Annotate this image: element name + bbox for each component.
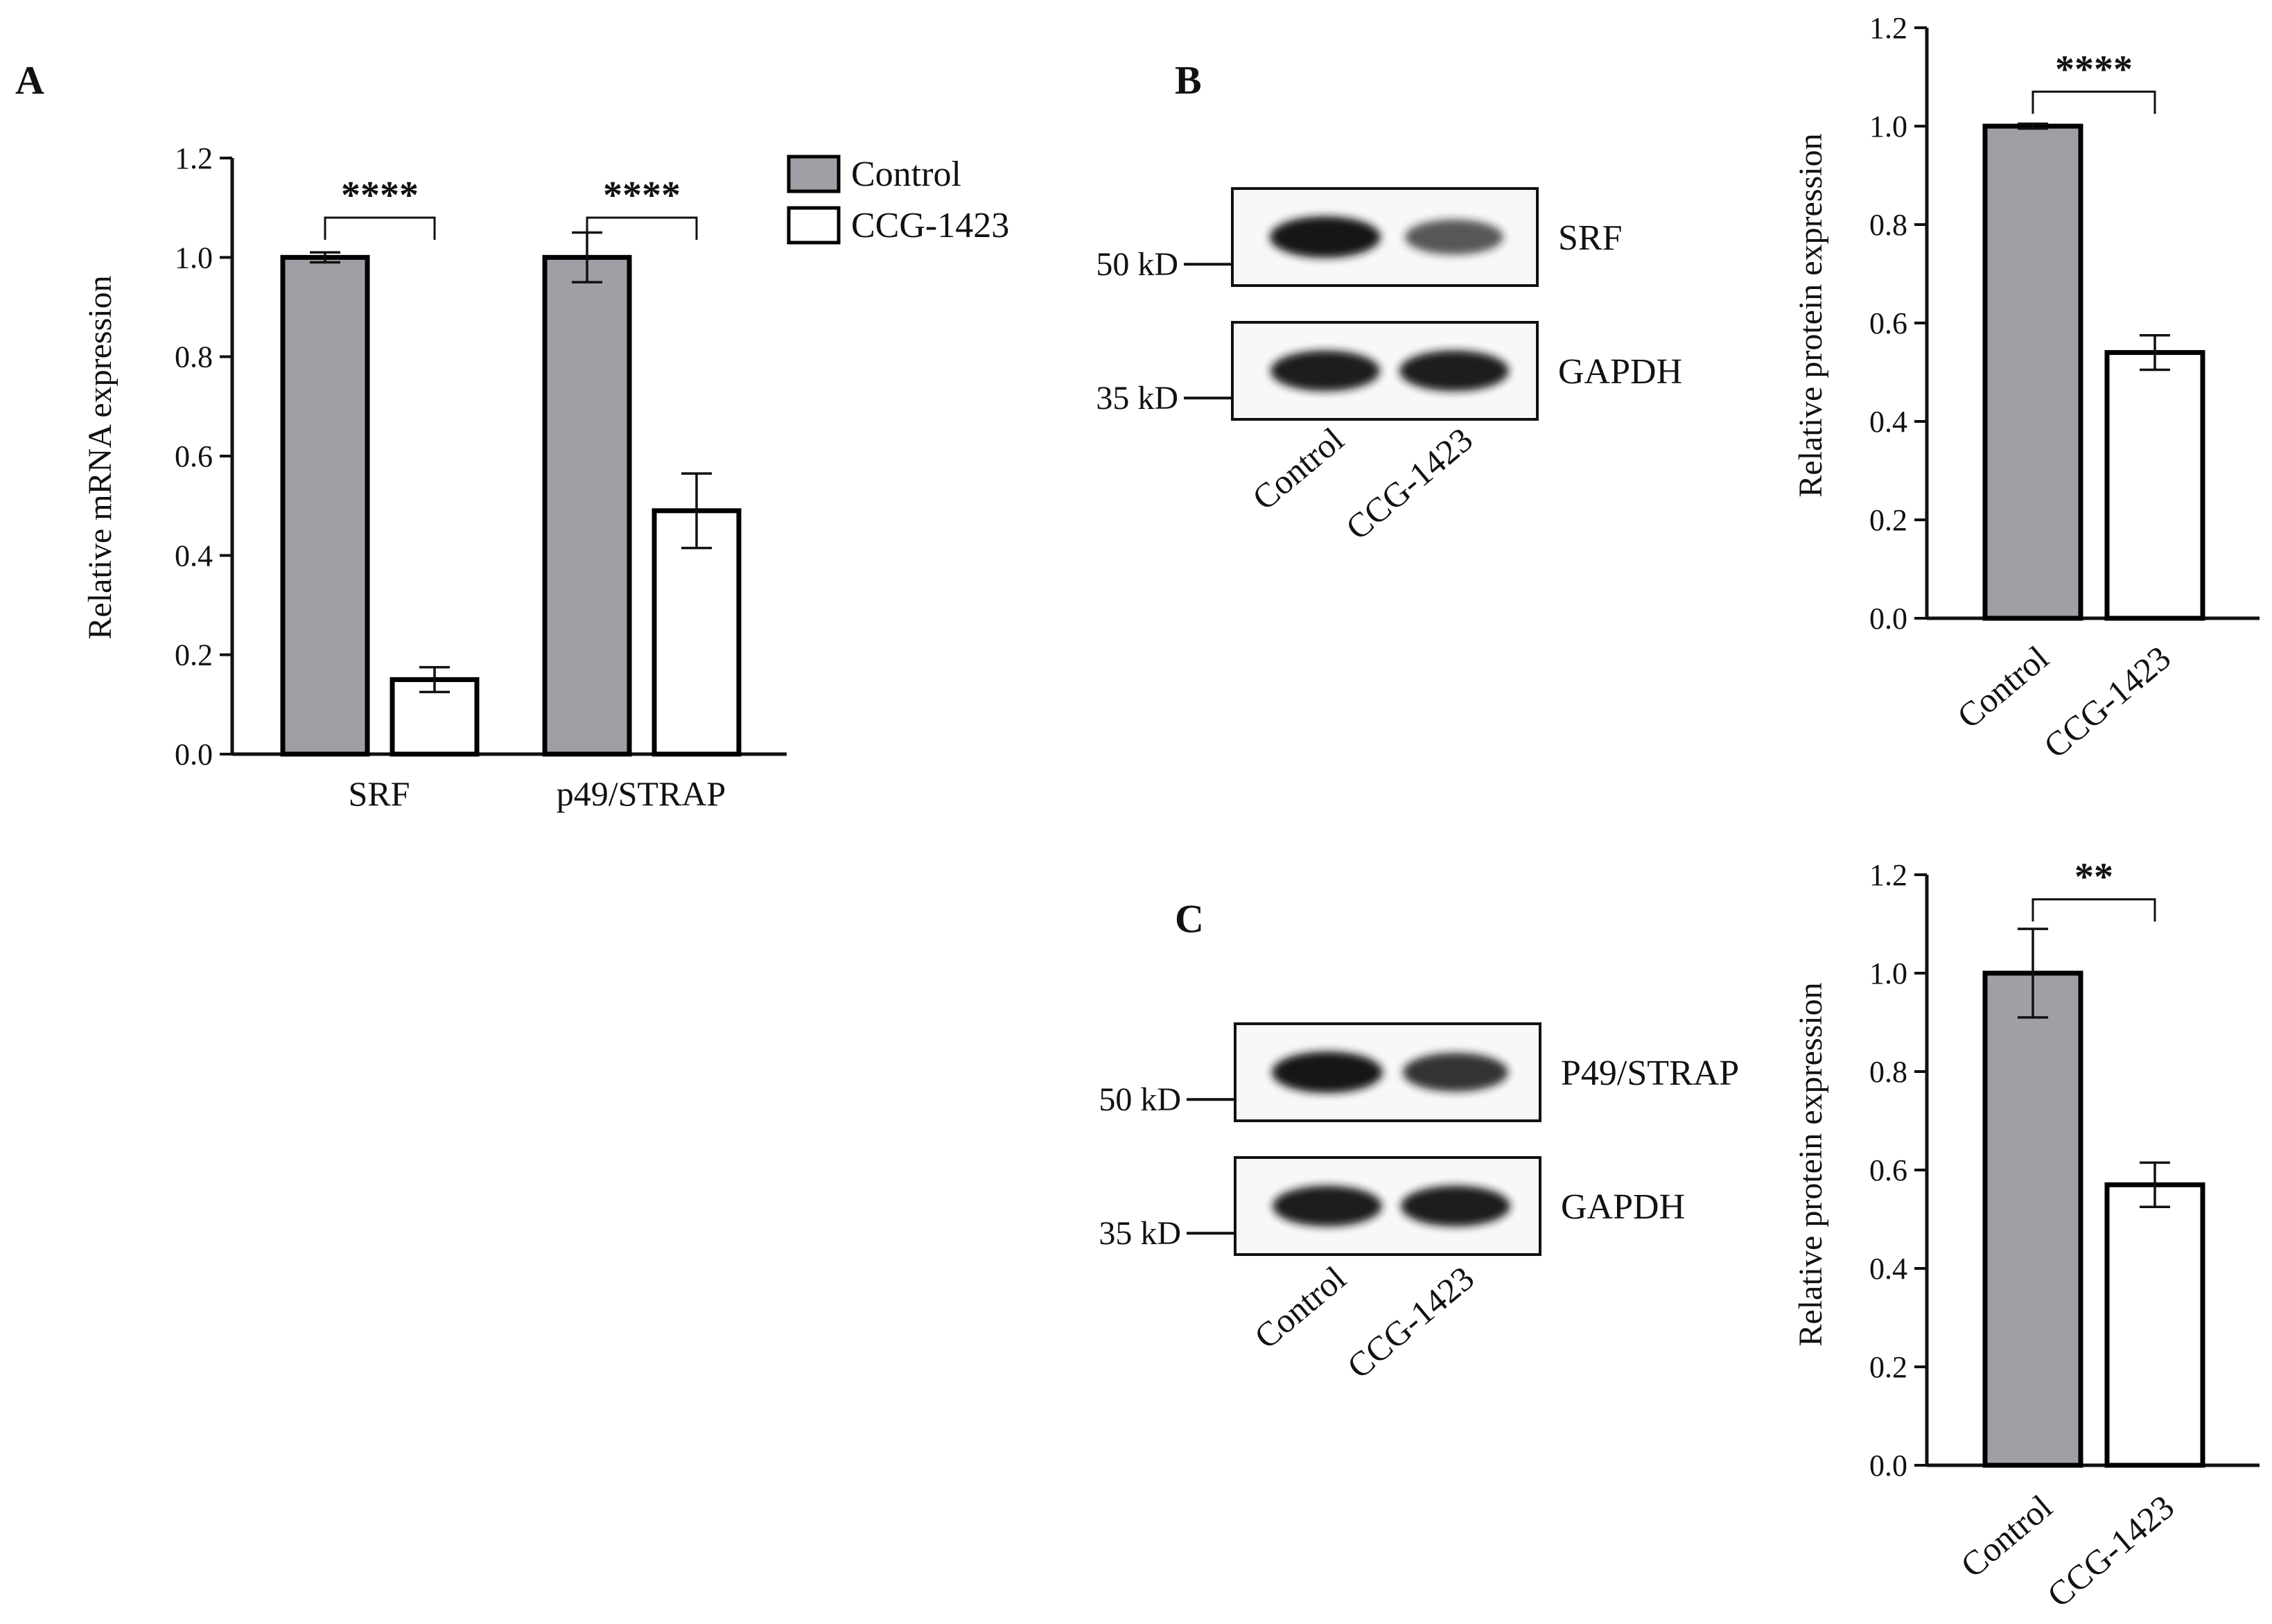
blot-protein-label: GAPDH <box>1558 352 1682 392</box>
y-tick-label: 1.0 <box>175 241 213 274</box>
legend-swatch-control <box>787 155 841 193</box>
bar-ccg-1423 <box>2104 1182 2205 1468</box>
blot-marker-label: 50 kD <box>1099 1081 1181 1118</box>
blot-band <box>1270 216 1381 258</box>
blot-marker-label: 35 kD <box>1096 380 1178 417</box>
blot-band <box>1272 1051 1383 1093</box>
legend-label-ccg-1423: CCG-1423 <box>851 206 1009 245</box>
significance-label: **** <box>341 174 419 217</box>
legend: Control CCG-1423 <box>787 155 1009 245</box>
blot-lane-label: CCG-1423 <box>1338 420 1480 548</box>
chart-b-y-axis-title: Relative protein expression <box>1792 133 1829 497</box>
blot-lane-label: Control <box>1245 420 1351 518</box>
significance-bracket <box>2031 898 2156 922</box>
blot-band <box>1273 1185 1382 1227</box>
panel-label-a: A <box>15 58 44 103</box>
significance-label: **** <box>603 174 681 217</box>
bar-control <box>1982 123 2083 621</box>
y-tick-label: 0.0 <box>1869 602 1907 636</box>
y-tick-label: 1.0 <box>1869 110 1907 143</box>
y-tick-label: 0.4 <box>1869 1252 1907 1286</box>
y-tick-label: 1.2 <box>1869 858 1907 892</box>
panel-label-b: B <box>1175 58 1202 103</box>
y-tick-label: 0.2 <box>175 638 213 672</box>
bar-control-srf <box>280 254 370 757</box>
blot-protein-label: SRF <box>1558 218 1623 258</box>
blot-marker-label: 50 kD <box>1096 246 1178 283</box>
chart-c-protein-expression: Relative protein expression 0.0 0.2 0.4 0.6… <box>1792 856 2260 1615</box>
significance-label: **** <box>2055 48 2133 91</box>
x-category-label: CCG-1423 <box>2040 1487 2181 1615</box>
x-category-label: Control <box>1953 1487 2059 1585</box>
blot-marker-label: 35 kD <box>1099 1215 1181 1252</box>
significance-bracket <box>586 216 698 240</box>
chart-a-y-axis-title: Relative mRNA expression <box>82 275 119 639</box>
bar-control <box>1982 970 2083 1468</box>
legend-label-control: Control <box>851 155 961 194</box>
y-tick-label: 0.0 <box>175 737 213 771</box>
blot-band <box>1405 219 1503 255</box>
blot-protein-label: P49/STRAP <box>1561 1054 1739 1093</box>
x-category-label: CCG-1423 <box>2036 638 2178 766</box>
significance-bracket <box>324 216 436 240</box>
blot-lane-label: CCG-1423 <box>1340 1259 1481 1386</box>
x-category-label: p49/STRAP <box>557 774 726 813</box>
y-tick-label: 0.2 <box>1869 503 1907 537</box>
y-tick-label: 0.0 <box>1869 1449 1907 1483</box>
panel-label-c: C <box>1175 896 1204 941</box>
y-tick-label: 1.2 <box>1869 11 1907 45</box>
chart-b-protein-expression: Relative protein expression 0.0 0.2 0.4 0.6… <box>1792 11 2260 765</box>
significance-label: ** <box>2074 856 2113 899</box>
y-tick-label: 0.6 <box>1869 1153 1907 1187</box>
y-tick-label: 0.8 <box>1869 1055 1907 1089</box>
chart-a-mrna-expression: Relative mRNA expression 0.0 0.2 0.4 0.6 0.8… <box>82 141 787 813</box>
y-tick-label: 1.2 <box>175 141 213 175</box>
y-tick-label: 0.4 <box>175 539 213 573</box>
blot-lane-label: Control <box>1247 1259 1353 1356</box>
blot-protein-label: GAPDH <box>1561 1187 1685 1227</box>
legend-swatch-ccg-1423 <box>787 206 841 245</box>
blot-band <box>1270 350 1380 392</box>
chart-c-y-axis-title: Relative protein expression <box>1792 982 1829 1346</box>
blot-band <box>1403 1053 1508 1092</box>
bar-ccg-1423 <box>2104 350 2205 621</box>
significance-bracket <box>2031 90 2156 114</box>
x-category-label: SRF <box>349 774 410 813</box>
y-tick-label: 0.8 <box>1869 208 1907 242</box>
x-category-label: Control <box>1950 638 2056 736</box>
y-tick-label: 0.8 <box>175 340 213 374</box>
y-tick-label: 1.0 <box>1869 957 1907 990</box>
blot-band <box>1401 1185 1510 1227</box>
blot-band <box>1399 350 1509 392</box>
y-tick-label: 0.6 <box>1869 306 1907 340</box>
y-tick-label: 0.4 <box>1869 405 1907 439</box>
y-tick-label: 0.2 <box>1869 1350 1907 1384</box>
bar-control-p49-strap <box>542 254 632 757</box>
y-tick-label: 0.6 <box>175 439 213 473</box>
